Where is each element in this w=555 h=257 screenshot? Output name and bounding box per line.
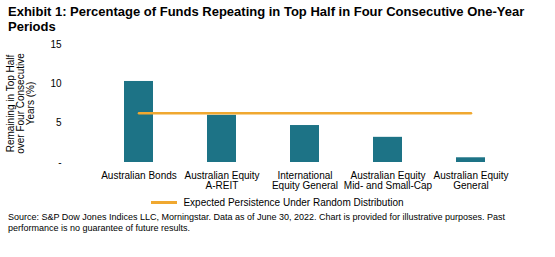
html-text:Exhibit 1: Percentage of Funds: Exhibit 1: Percentage of Funds Repeating… bbox=[8, 4, 525, 34]
svg-text:-: - bbox=[58, 157, 61, 168]
html-text:Expected Persistence Under Ran: Expected Persistence Under Random Distri… bbox=[183, 196, 404, 208]
svg-text:InternationalEquity General: InternationalEquity General bbox=[272, 170, 338, 191]
svg-text:Remaining in Top Halfover Four: Remaining in Top Halfover Four Consecuti… bbox=[5, 53, 36, 154]
html-text:Source: S&P Dow Jones Indices: Source: S&P Dow Jones Indices LLC, Morni… bbox=[8, 212, 506, 233]
svg-text:Australian Bonds: Australian Bonds bbox=[101, 170, 177, 181]
svg-text:Australian EquityA-REIT: Australian EquityA-REIT bbox=[184, 170, 259, 191]
svg-text:10: 10 bbox=[50, 78, 62, 89]
svg-text:15: 15 bbox=[50, 39, 62, 50]
svg-text:Australian EquityMid- and Smal: Australian EquityMid- and Small-Cap bbox=[344, 170, 433, 191]
svg-text:5: 5 bbox=[56, 117, 62, 128]
svg-text:Australian EquityGeneral: Australian EquityGeneral bbox=[433, 170, 508, 191]
